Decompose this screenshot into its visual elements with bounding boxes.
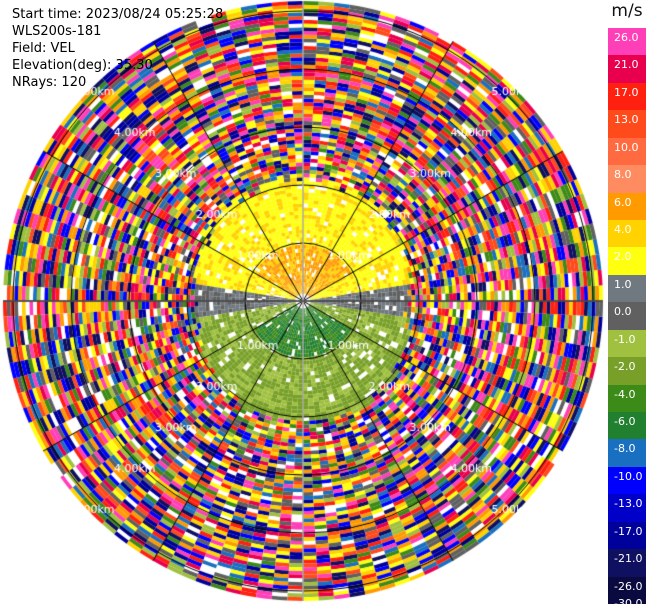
colorbar-swatch: [608, 82, 646, 111]
colorbar-swatch: [608, 329, 646, 358]
colorbar-tick-label: 26.0: [614, 31, 639, 44]
colorbar-tick-label: -13.0: [614, 497, 643, 511]
colorbar-tick-label: 6.0: [614, 195, 632, 209]
colorbar-tick-label: 8.0: [614, 168, 632, 182]
colorbar-swatch: [608, 521, 646, 550]
nrays-label: NRays: 120: [12, 75, 87, 90]
colorbar-swatch: [608, 384, 646, 413]
colorbar-tick-label: 17.0: [614, 85, 639, 99]
colorbar-swatch: [608, 549, 646, 578]
colorbar-swatch: [608, 220, 646, 248]
colorbar-swatch: [608, 274, 646, 303]
elevation-label: Elevation(deg): 35.30: [12, 58, 153, 73]
colorbar-tick-label: 21.0: [614, 58, 639, 72]
colorbar-swatch: [608, 137, 646, 166]
colorbar-swatch: [608, 576, 646, 605]
field-label: Field: VEL: [12, 41, 75, 56]
colorbar-swatch: [608, 110, 646, 139]
colorbar-swatch: [608, 28, 646, 56]
colorbar-tick-label: 1.0: [614, 277, 632, 291]
colorbar-swatch: [608, 494, 646, 523]
instrument-label: WLS200s-181: [12, 24, 102, 39]
colorbar-swatch: [608, 302, 646, 331]
start-time-label: Start time: 2023/08/24 05:25:28: [12, 7, 224, 22]
colorbar-tick-label: 13.0: [614, 113, 639, 127]
colorbar-tick-label: -17.0: [614, 524, 643, 538]
colorbar-swatch: [608, 247, 646, 276]
colorbar-tick-label: -30.0: [614, 597, 643, 610]
colorbar-swatch: [608, 55, 646, 84]
colorbar-tick-label: -26.0: [614, 579, 643, 593]
colorbar-swatch: [608, 192, 646, 221]
colorbar-swatch: [608, 466, 646, 495]
colorbar-unit: m/s: [611, 1, 643, 21]
colorbar-swatch: [608, 412, 646, 440]
ppi-radar-plot: [0, 0, 608, 607]
colorbar: m/s 26.0 21.0 17.0 13.0 10.0 8.0 6.0 4.0 2.0 1.0 0…: [608, 1, 646, 610]
colorbar-tick-label: 2.0: [614, 250, 632, 264]
colorbar-tick-label: -1.0: [614, 332, 636, 346]
colorbar-tick-label: 0.0: [614, 305, 632, 319]
colorbar-tick-label: -8.0: [614, 442, 636, 456]
colorbar-tick-label: -21.0: [614, 552, 643, 566]
colorbar-swatch: [608, 165, 646, 194]
colorbar-tick-label: -4.0: [614, 387, 636, 401]
colorbar-tick-label: 10.0: [614, 140, 639, 154]
colorbar-swatch: [608, 357, 646, 386]
colorbar-tick-label: -10.0: [614, 469, 643, 483]
colorbar-tick-label: -6.0: [614, 415, 636, 428]
colorbar-swatch: [608, 439, 646, 468]
colorbar-tick-label: -2.0: [614, 360, 636, 374]
colorbar-tick-label: 4.0: [614, 223, 632, 236]
